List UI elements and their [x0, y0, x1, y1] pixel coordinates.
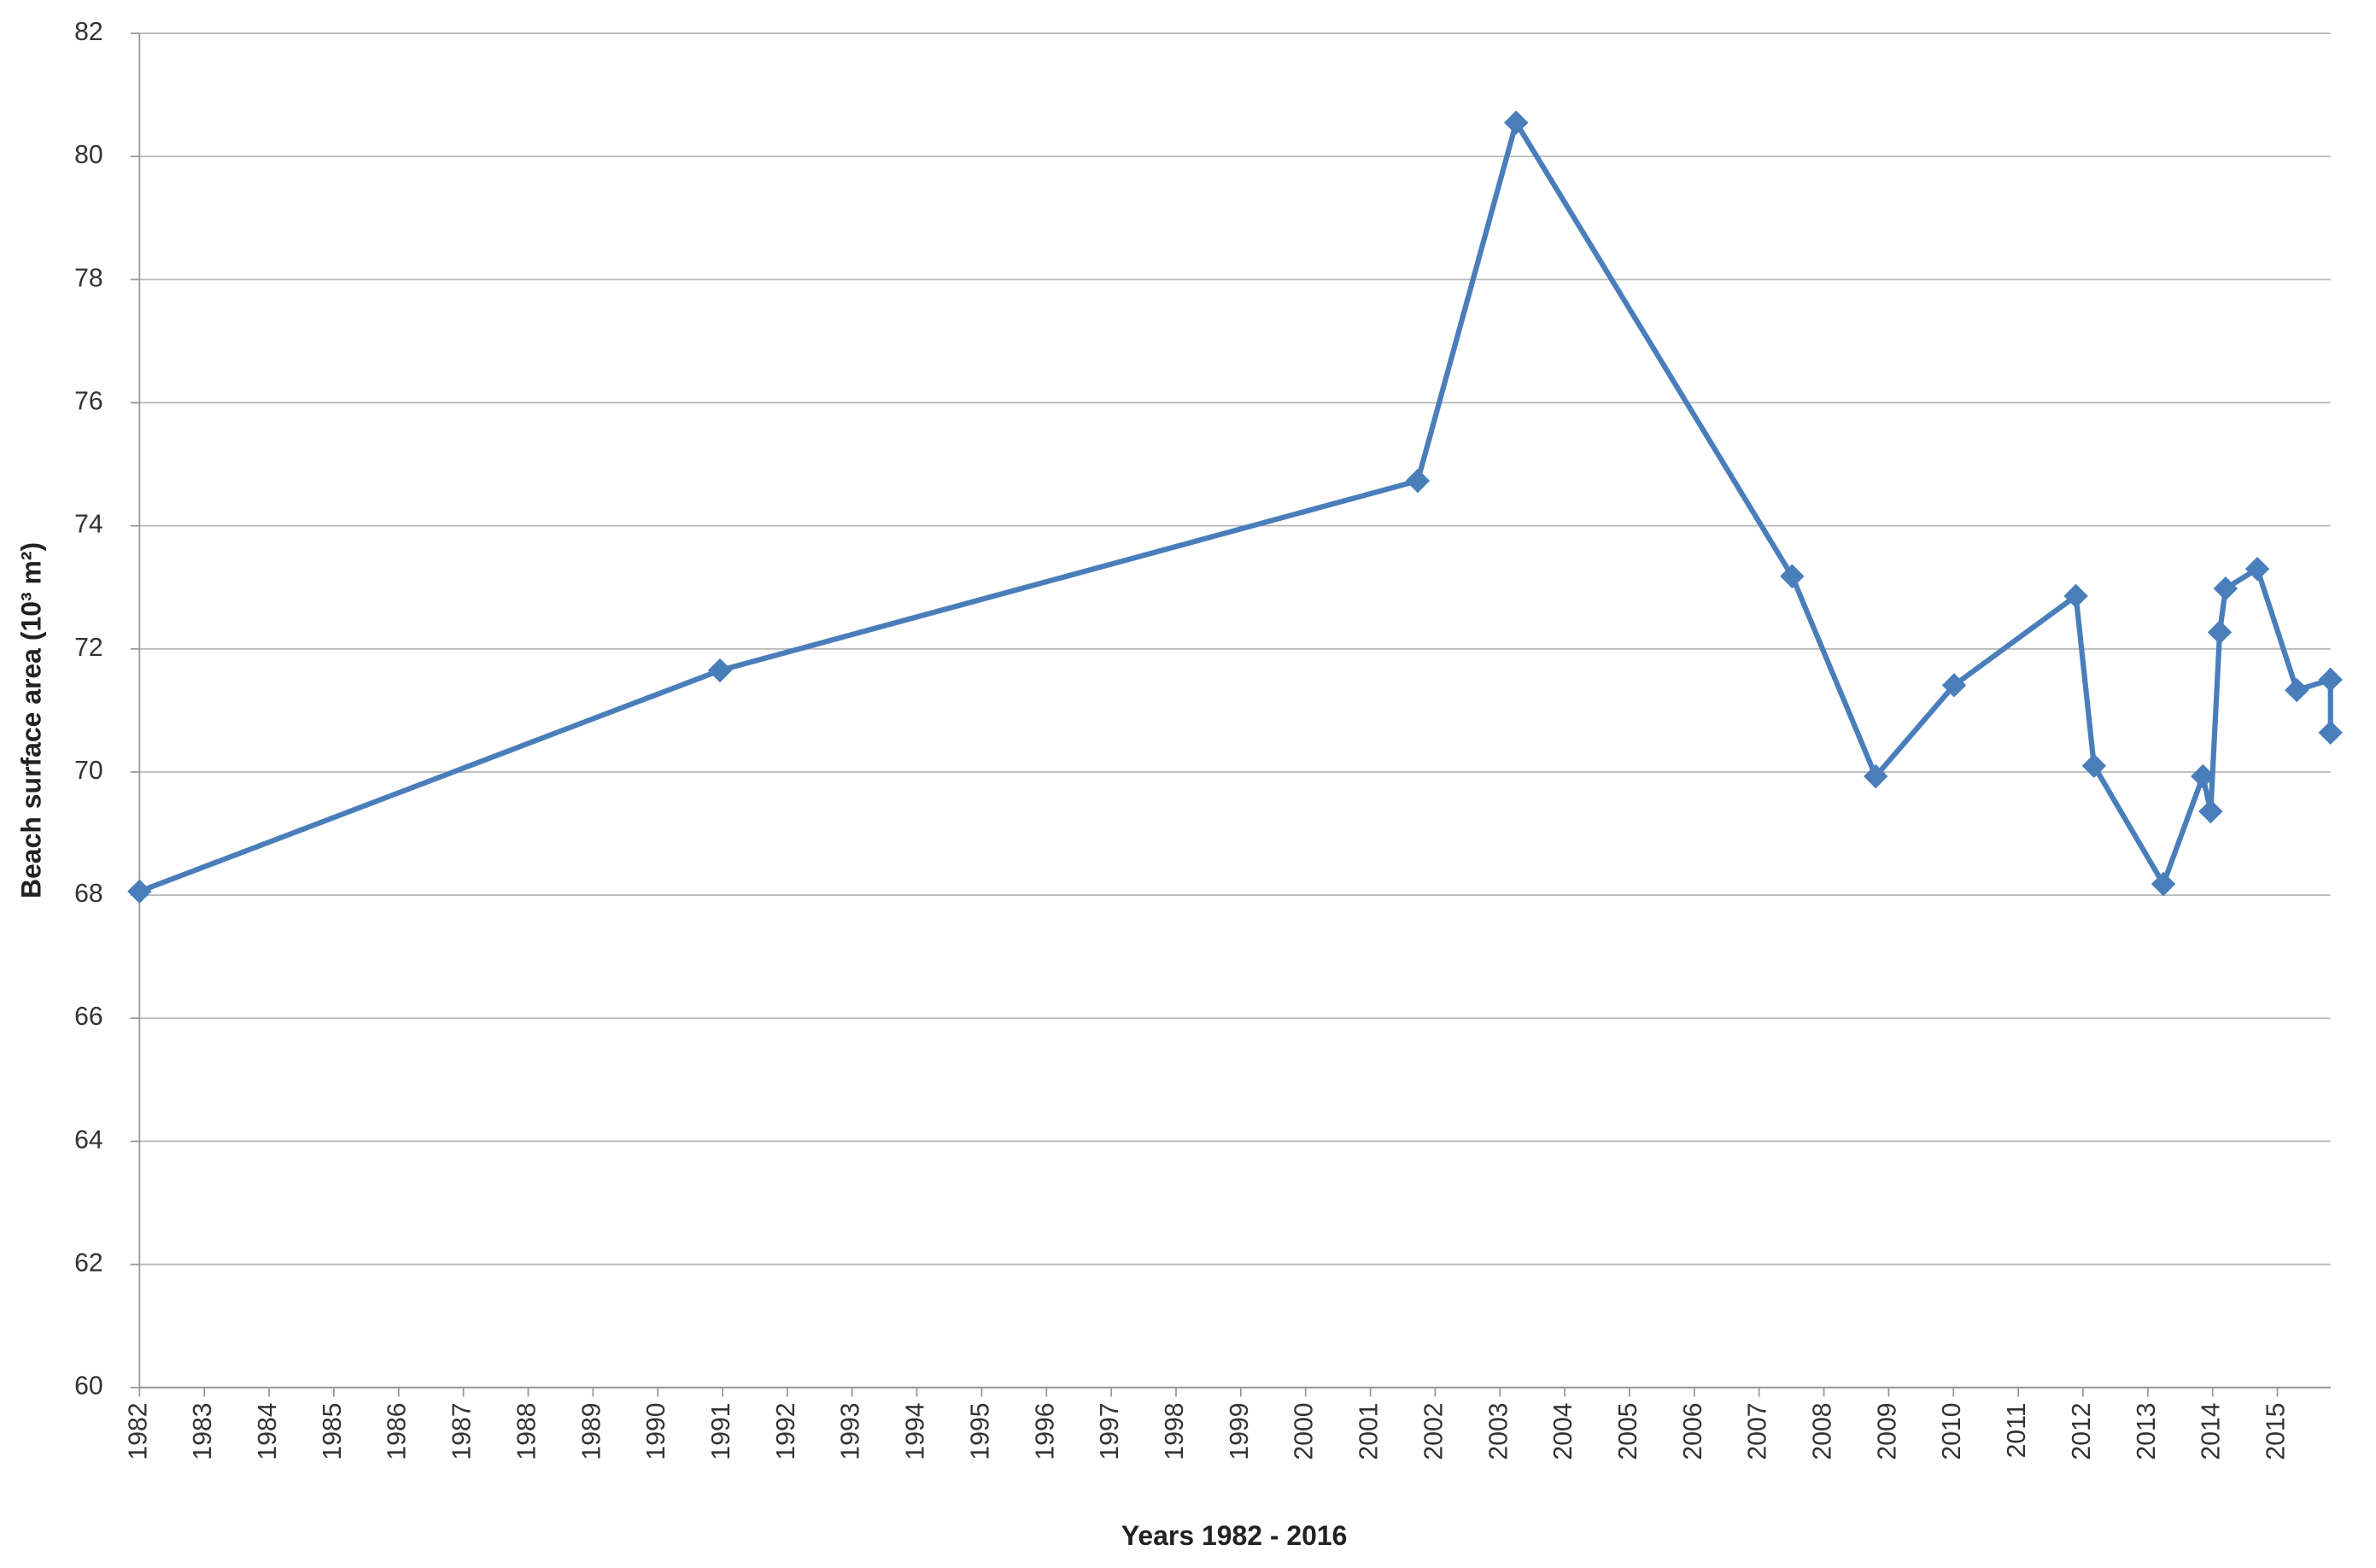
x-axis-title: Years 1982 - 2016	[1121, 1520, 1348, 1551]
x-tick-label: 2015	[2262, 1402, 2291, 1460]
x-tick-label: 2014	[2198, 1402, 2226, 1460]
x-tick-label: 1991	[707, 1402, 735, 1460]
data-marker	[2063, 583, 2088, 609]
x-tick-label: 1992	[772, 1402, 800, 1460]
x-tick-label: 1999	[1226, 1402, 1254, 1460]
x-tick-label: 1990	[642, 1402, 670, 1460]
y-tick-label: 72	[74, 634, 103, 662]
y-tick-label: 70	[74, 757, 103, 785]
y-tick-label: 82	[74, 18, 103, 46]
y-tick-label: 74	[74, 511, 103, 539]
data-marker	[2207, 620, 2233, 645]
x-tick-label: 1987	[448, 1402, 477, 1460]
y-tick-label: 66	[74, 1003, 103, 1031]
data-marker	[1941, 673, 1967, 698]
data-marker	[1780, 564, 1805, 588]
y-tick-label: 78	[74, 264, 103, 292]
y-tick-label: 80	[74, 141, 103, 169]
x-tick-label: 1995	[966, 1402, 994, 1460]
y-axis-title: Beach surface area (10³ m²)	[15, 542, 46, 898]
x-tick-label: 1996	[1031, 1402, 1059, 1460]
x-tick-label: 1988	[512, 1402, 541, 1460]
data-marker	[1405, 468, 1431, 494]
x-tick-label: 2009	[1873, 1402, 1901, 1460]
x-tick-label: 2004	[1549, 1402, 1577, 1460]
x-tick-label: 1998	[1161, 1402, 1189, 1460]
x-tick-label: 2003	[1484, 1402, 1513, 1460]
x-tick-label: 1985	[319, 1402, 347, 1460]
data-marker	[2244, 556, 2270, 582]
x-tick-label: 2008	[1809, 1402, 1837, 1460]
x-tick-label: 1982	[124, 1402, 152, 1460]
x-tick-label: 2000	[1290, 1402, 1319, 1460]
data-marker	[2285, 677, 2309, 703]
x-tick-label: 2013	[2133, 1402, 2161, 1460]
x-tick-label: 1984	[254, 1402, 282, 1460]
data-marker	[2318, 667, 2343, 693]
x-tick-label: 1986	[383, 1402, 412, 1460]
data-marker	[2198, 799, 2223, 824]
x-tick-label: 1997	[1096, 1402, 1124, 1460]
x-tick-label: 1993	[837, 1402, 865, 1460]
x-tick-label: 1989	[577, 1402, 606, 1460]
x-tick-label: 2011	[2003, 1402, 2031, 1458]
x-tick-label: 1994	[902, 1402, 930, 1460]
data-marker	[2318, 720, 2343, 746]
data-marker	[2213, 576, 2238, 601]
y-tick-label: 60	[74, 1372, 103, 1401]
x-tick-label: 2010	[1938, 1402, 1966, 1460]
data-marker	[2151, 871, 2176, 897]
data-marker	[707, 658, 733, 683]
data-marker	[1504, 110, 1529, 135]
y-tick-label: 62	[74, 1249, 103, 1278]
x-tick-label: 2002	[1419, 1402, 1448, 1460]
x-tick-label: 2012	[2068, 1402, 2096, 1460]
x-tick-label: 2005	[1614, 1402, 1642, 1460]
data-line	[138, 120, 2333, 894]
x-tick-label: 1983	[189, 1402, 217, 1460]
y-tick-label: 76	[74, 387, 103, 415]
x-tick-label: 2006	[1679, 1402, 1707, 1460]
y-tick-label: 64	[74, 1126, 103, 1154]
data-marker	[2081, 753, 2107, 778]
x-tick-label: 2007	[1744, 1402, 1772, 1460]
x-tick-label: 2001	[1355, 1402, 1384, 1460]
data-marker	[127, 879, 152, 904]
y-tick-label: 68	[74, 880, 103, 908]
